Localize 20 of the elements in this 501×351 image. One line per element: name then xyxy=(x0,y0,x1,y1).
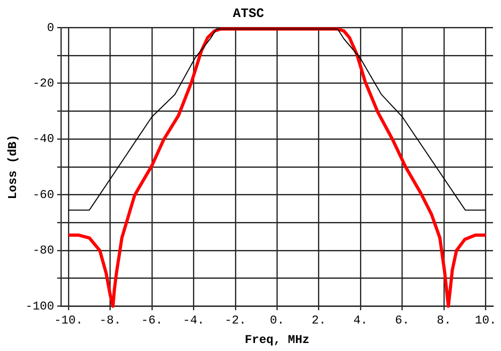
y-tick-label: -60 xyxy=(32,188,54,202)
y-tick-label: -80 xyxy=(32,244,54,258)
y-tick-label: -20 xyxy=(32,76,54,90)
chart-title: ATSC xyxy=(232,6,264,22)
y-tick-label: -40 xyxy=(32,132,54,146)
x-tick-label: 4. xyxy=(353,314,368,328)
y-tick-label: -100 xyxy=(25,299,54,314)
x-tick-label: 6. xyxy=(395,314,410,328)
x-tick-label: 2. xyxy=(312,314,326,328)
y-axis-title: Loss (dB) xyxy=(6,134,20,200)
x-tick-label: -8. xyxy=(99,314,122,328)
x-tick-label: -6. xyxy=(141,314,163,328)
x-tick-label: 0. xyxy=(270,314,284,328)
x-axis-title: Freq, MHz xyxy=(244,332,310,347)
x-tick-label: -10. xyxy=(54,314,83,328)
x-tick-label: 10. xyxy=(474,314,497,328)
x-tick-label: 8. xyxy=(436,314,452,328)
x-tick-label: -4. xyxy=(182,314,204,328)
y-tick-label: 0 xyxy=(47,20,54,35)
x-tick-label: -2. xyxy=(224,314,246,328)
